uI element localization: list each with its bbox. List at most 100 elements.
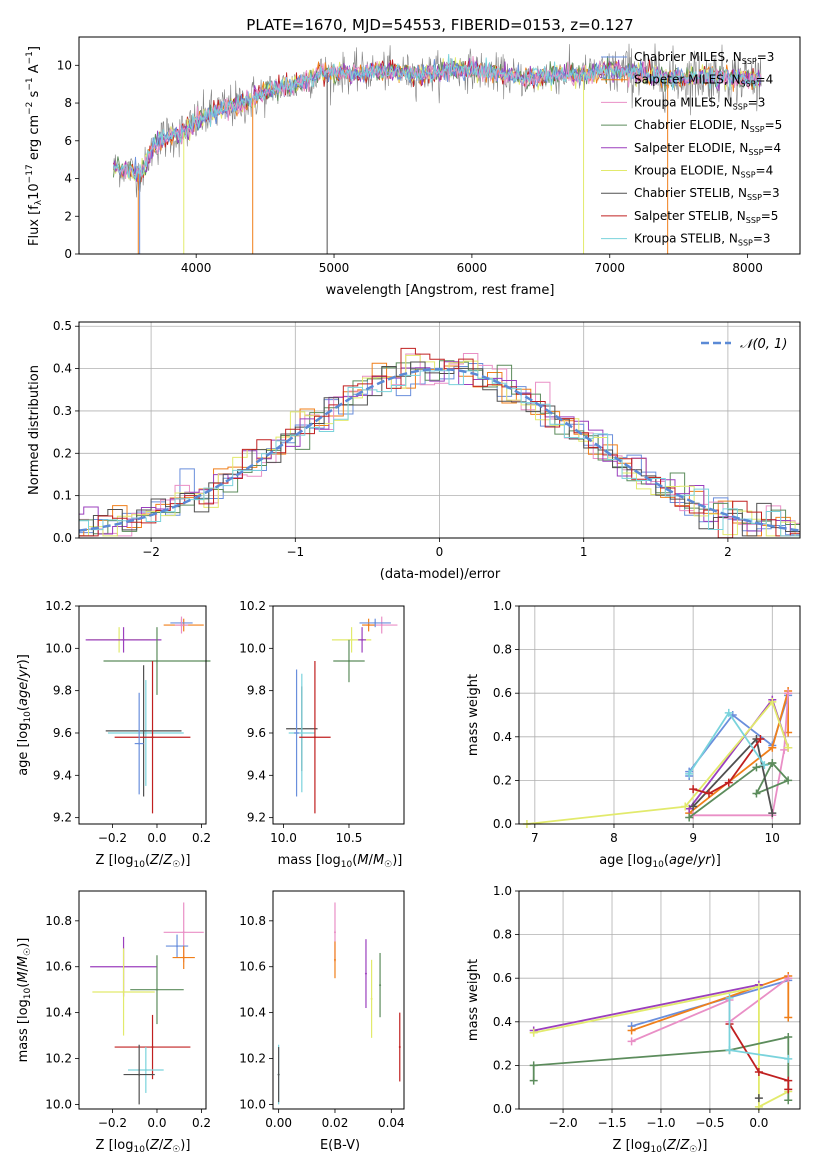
- mass-vs-ebv-plot-area: [277, 902, 401, 1105]
- mass-vs-ebv-xtick-label: 0.04: [378, 1116, 405, 1130]
- histogram-ytick-label: 0.2: [53, 446, 72, 460]
- plus-marker: [627, 1037, 636, 1046]
- plus-marker: [784, 974, 793, 983]
- histogram-ytick-label: 0.5: [53, 319, 72, 333]
- histogram-chabrier-stelib: [79, 361, 800, 537]
- data-point: [182, 931, 185, 934]
- age-vs-mass-ticks: 10.0 10.5 9.2 9.4 9.6 9.8 10.0 10.2: [239, 599, 362, 845]
- spectrum-ytick-label: 6: [64, 134, 72, 148]
- age-vs-Z-ytick-label: 9.8: [53, 684, 72, 698]
- mass-vs-ebv-ytick-label: 10.4: [239, 1006, 266, 1020]
- spectrum-ytick-label: 0: [64, 247, 72, 261]
- massweight-vs-Z-frame: [518, 890, 801, 1110]
- age-vs-mass-frame: [272, 605, 405, 825]
- histogram-xlabel: (data-model)/error: [380, 567, 501, 582]
- age-vs-mass-xtick-label: 10.5: [336, 831, 363, 845]
- age-vs-mass-ytick-label: 9.6: [247, 726, 266, 740]
- plus-marker: [784, 743, 793, 752]
- age-vs-mass-ytick-label: 10.0: [239, 641, 266, 655]
- spectrum-ytick-label: 8: [64, 96, 72, 110]
- massweight-vs-age-ticks: 7 8 9 10 0.0 0.2 0.4 0.6 0.8 1.0: [493, 599, 780, 845]
- plus-marker: [754, 1067, 763, 1076]
- plus-marker: [760, 761, 769, 770]
- spectrum-ytick-label: 2: [64, 209, 72, 223]
- age-vs-Z-panel: −0.2 0.0 0.2 9.2 9.4 9.6 9.8 10.0 10.2 Z [log10(…: [16, 599, 211, 870]
- series-line-kroupa-elodie: [533, 985, 789, 1109]
- mass-vs-ebv-ytick-label: 10.8: [239, 914, 266, 928]
- plus-marker: [784, 689, 793, 698]
- data-point: [122, 990, 125, 993]
- data-point: [364, 972, 367, 975]
- plus-marker: [627, 1026, 636, 1035]
- massweight-vs-Z-ytick-label: 0.2: [493, 1058, 512, 1072]
- spectrum-xtick-label: 7000: [594, 261, 625, 275]
- spectrum-plot-area: [113, 43, 762, 254]
- massweight-vs-age-ytick-label: 0.2: [493, 773, 512, 787]
- mass-vs-ebv-xtick-label: 0.00: [265, 1116, 292, 1130]
- age-vs-Z-ticks: −0.2 0.0 0.2 9.2 9.4 9.6 9.8 10.0 10.2: [45, 599, 211, 845]
- spectrum-ticks: 4000 5000 6000 7000 8000 0 2 4 6 8 10: [57, 58, 763, 275]
- spectrum-xtick-label: 5000: [319, 261, 350, 275]
- data-point: [300, 731, 303, 734]
- mass-vs-ebv-xlabel: E(B-V): [320, 1138, 360, 1153]
- massweight-vs-Z-panel: −2.0 −1.5 −1.0 −0.5 0.0 0.0 0.2 0.4 0.6 0.8 1.0 Z …: [466, 884, 801, 1155]
- legend-entry: Chabrier STELIB, NSSP=3: [634, 186, 780, 202]
- plus-marker: [725, 993, 734, 1002]
- legend-entry: Kroupa ELODIE, NSSP=4: [634, 164, 773, 180]
- observed-spectrum-line: [113, 43, 762, 198]
- plus-marker: [724, 778, 733, 787]
- plus-marker: [768, 743, 777, 752]
- spectrum-panel: 4000 5000 6000 7000 8000 0 2 4 6 8 10 Chabrier MIL…: [25, 36, 801, 298]
- legend-entry: Kroupa MILES, NSSP=3: [634, 95, 765, 111]
- residual-histogram-panel: −2 −1 0 1 2 0.0 0.1 0.2 0.3 0.4 0.5 𝒩(0, 1) (data-…: [27, 319, 801, 582]
- data-point: [347, 660, 350, 663]
- spectrum-xtick-label: 4000: [181, 261, 212, 275]
- data-point: [361, 638, 364, 641]
- gaussian-legend-label: 𝒩(0, 1): [740, 337, 787, 352]
- plus-marker: [784, 1054, 793, 1063]
- data-point: [370, 997, 373, 1000]
- histogram-ylabel: Normed distribution: [27, 365, 42, 495]
- massweight-vs-Z-xtick-label: −2.0: [548, 1116, 577, 1130]
- age-vs-Z-ytick-label: 10.2: [45, 599, 72, 613]
- histogram-xtick-label: 1: [580, 545, 588, 559]
- massweight-vs-Z-plot-area: [519, 890, 800, 1111]
- mass-vs-Z-ytick-label: 10.0: [45, 1097, 72, 1111]
- histogram-ticks: −2 −1 0 1 2 0.0 0.1 0.2 0.3 0.4 0.5: [53, 319, 732, 559]
- series-line-chabrier-elodie: [688, 761, 790, 819]
- massweight-vs-Z-ytick-label: 0.4: [493, 1015, 512, 1029]
- plus-marker: [784, 1033, 793, 1042]
- age-vs-mass-xtick-label: 10.0: [270, 831, 297, 845]
- age-vs-Z-xtick-label: 0.0: [147, 831, 166, 845]
- plus-marker: [529, 1061, 538, 1070]
- histogram-xtick-label: 2: [724, 545, 732, 559]
- mass-vs-Z-ytick-label: 10.4: [45, 1006, 72, 1020]
- data-point: [182, 956, 185, 959]
- spectrum-frame: [78, 36, 801, 255]
- age-vs-Z-xlabel: Z [log10(Z/Z☉)]: [96, 853, 191, 870]
- histogram-salpeter-stelib: [79, 347, 800, 538]
- mass-vs-Z-xlabel: Z [log10(Z/Z☉)]: [96, 1138, 191, 1155]
- massweight-vs-Z-xtick-label: −1.5: [597, 1116, 626, 1130]
- mass-vs-ebv-panel: 0.00 0.02 0.04 10.0 10.2 10.4 10.6 10.8 E(B-V): [239, 890, 405, 1153]
- plus-marker: [529, 1076, 538, 1085]
- plus-marker: [752, 789, 761, 798]
- massweight-vs-Z-ytick-label: 0.6: [493, 971, 512, 985]
- data-point: [367, 624, 370, 627]
- age-vs-mass-plot-area: [286, 616, 398, 814]
- mass-vs-ebv-ytick-label: 10.6: [239, 960, 266, 974]
- mass-vs-Z-ytick-label: 10.8: [45, 914, 72, 928]
- spectrum-xtick-label: 8000: [732, 261, 763, 275]
- data-point: [138, 742, 141, 745]
- mass-vs-ebv-xtick-label: 0.02: [322, 1116, 349, 1130]
- data-point: [333, 931, 336, 934]
- data-point: [142, 729, 145, 732]
- massweight-vs-Z-xlabel: Z [log10(Z/Z☉)]: [613, 1138, 708, 1155]
- age-vs-mass-xlabel: mass [log10(M/M☉)]: [278, 853, 403, 870]
- age-vs-Z-xtick-label: 0.2: [192, 831, 211, 845]
- histogram-kroupa-stelib: [79, 370, 800, 537]
- mass-vs-Z-xtick-label: 0.2: [192, 1116, 211, 1130]
- massweight-vs-Z-ytick-label: 1.0: [493, 884, 512, 898]
- age-vs-mass-panel: 10.0 10.5 9.2 9.4 9.6 9.8 10.0 10.2 mass [log10…: [239, 599, 405, 870]
